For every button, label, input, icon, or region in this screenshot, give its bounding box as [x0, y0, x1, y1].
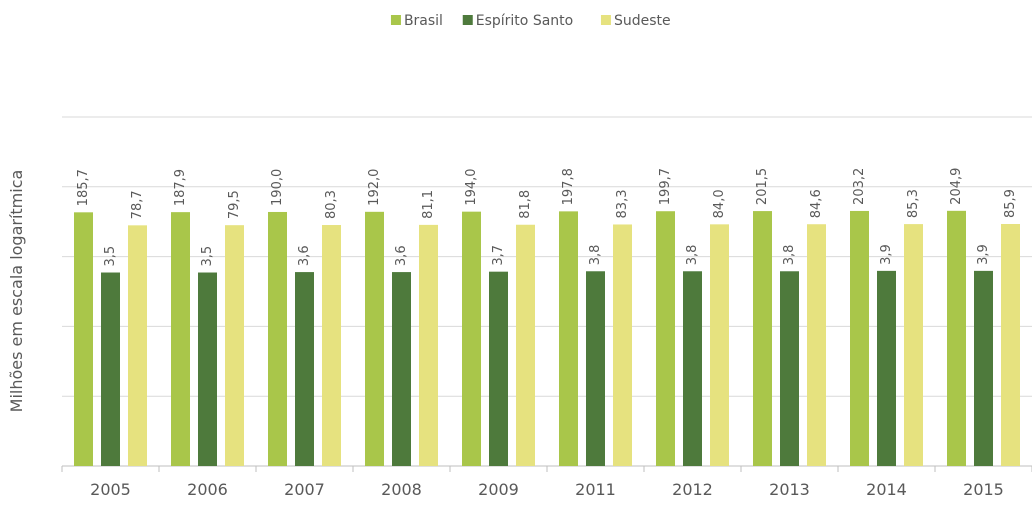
x-tick-label: 2007 [284, 480, 325, 499]
value-label: 3,5 [103, 246, 118, 267]
x-tick-label: 2012 [672, 480, 713, 499]
legend-label: Sudeste [614, 13, 671, 29]
bar [877, 270, 896, 466]
bar [947, 210, 966, 466]
value-label: 83,3 [615, 190, 630, 219]
bar [365, 211, 384, 466]
value-label: 192,0 [367, 169, 382, 206]
value-label: 3,8 [588, 245, 603, 266]
value-label: 203,2 [852, 168, 867, 205]
value-label: 3,5 [200, 246, 215, 267]
bar [392, 272, 411, 466]
bar [656, 211, 675, 466]
bar [516, 224, 535, 466]
value-label: 3,8 [685, 245, 700, 266]
value-label: 85,9 [1003, 189, 1018, 218]
bar [807, 224, 826, 466]
value-label: 3,8 [782, 245, 797, 266]
bar [198, 272, 217, 466]
value-label: 84,0 [712, 189, 727, 218]
bar [683, 271, 702, 466]
value-label: 78,7 [130, 190, 145, 219]
value-label: 201,5 [755, 168, 770, 205]
bar [559, 211, 578, 466]
bar [586, 271, 605, 466]
value-label: 84,6 [809, 189, 824, 218]
value-label: 81,8 [518, 190, 533, 219]
value-label: 187,9 [173, 169, 188, 206]
bar [904, 224, 923, 466]
value-label: 199,7 [658, 168, 673, 205]
bar [850, 210, 869, 466]
value-label: 190,0 [270, 169, 285, 206]
legend-label: Espírito Santo [476, 13, 573, 29]
legend-swatch [390, 15, 401, 25]
bar [225, 225, 244, 466]
value-label: 3,9 [879, 244, 894, 265]
bar [295, 272, 314, 466]
value-label: 197,8 [561, 168, 576, 205]
bar [1001, 224, 1020, 466]
value-label: 194,0 [464, 168, 479, 205]
x-tick-label: 2009 [478, 480, 519, 499]
legend-swatch [600, 15, 611, 25]
bar [419, 224, 438, 466]
x-tick-label: 2015 [963, 480, 1004, 499]
value-label: 3,6 [394, 245, 409, 266]
legend-label: Brasil [404, 13, 443, 29]
bar [462, 211, 481, 466]
value-label: 3,6 [297, 245, 312, 266]
legend-swatch [462, 15, 473, 25]
bar [268, 211, 287, 466]
bar [780, 271, 799, 466]
bar [974, 270, 993, 466]
value-label: 81,1 [421, 190, 436, 219]
bar [74, 212, 93, 466]
value-label: 185,7 [76, 169, 91, 206]
x-tick-label: 2005 [90, 480, 131, 499]
bar [101, 272, 120, 466]
value-label: 3,9 [976, 244, 991, 265]
x-tick-label: 2011 [575, 480, 616, 499]
bar [710, 224, 729, 466]
value-label: 3,7 [491, 245, 506, 266]
value-label: 204,9 [949, 168, 964, 205]
value-label: 85,3 [906, 189, 921, 218]
bar [489, 271, 508, 466]
y-axis-title: Milhões em escala logarítmica [7, 170, 26, 413]
value-label: 80,3 [324, 190, 339, 219]
bar [128, 225, 147, 466]
value-label: 79,5 [227, 190, 242, 219]
bar [753, 211, 772, 466]
x-tick-label: 2013 [769, 480, 810, 499]
bar [322, 225, 341, 466]
bar [171, 212, 190, 466]
x-tick-label: 2006 [187, 480, 228, 499]
bar [613, 224, 632, 466]
x-tick-label: 2014 [866, 480, 907, 499]
x-tick-label: 2008 [381, 480, 422, 499]
